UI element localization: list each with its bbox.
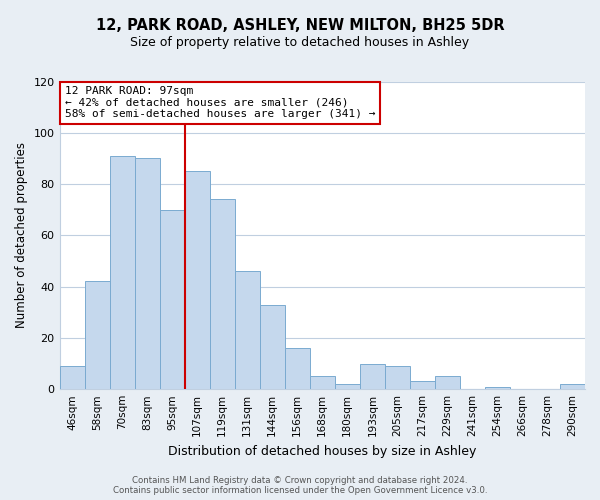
Bar (85, 282, 110, 389)
Bar (59, 366, 85, 389)
Bar (134, 158, 160, 389)
Bar (435, 376, 460, 389)
Bar (335, 384, 360, 389)
Bar (485, 386, 510, 389)
Bar (310, 376, 335, 389)
Bar (560, 384, 585, 389)
Y-axis label: Number of detached properties: Number of detached properties (15, 142, 28, 328)
Bar (360, 364, 385, 389)
Bar (260, 304, 285, 389)
Text: Size of property relative to detached houses in Ashley: Size of property relative to detached ho… (130, 36, 470, 49)
Text: 12, PARK ROAD, ASHLEY, NEW MILTON, BH25 5DR: 12, PARK ROAD, ASHLEY, NEW MILTON, BH25 … (95, 18, 505, 32)
Text: Contains public sector information licensed under the Open Government Licence v3: Contains public sector information licen… (113, 486, 487, 495)
Text: 12 PARK ROAD: 97sqm
← 42% of detached houses are smaller (246)
58% of semi-detac: 12 PARK ROAD: 97sqm ← 42% of detached ho… (65, 86, 375, 120)
Bar (235, 271, 260, 389)
Bar (285, 348, 310, 389)
Bar (385, 366, 410, 389)
X-axis label: Distribution of detached houses by size in Ashley: Distribution of detached houses by size … (168, 444, 476, 458)
Bar (110, 156, 134, 389)
Bar (160, 210, 185, 389)
Bar (209, 200, 235, 389)
Bar (410, 382, 435, 389)
Bar (185, 171, 209, 389)
Text: Contains HM Land Registry data © Crown copyright and database right 2024.: Contains HM Land Registry data © Crown c… (132, 476, 468, 485)
